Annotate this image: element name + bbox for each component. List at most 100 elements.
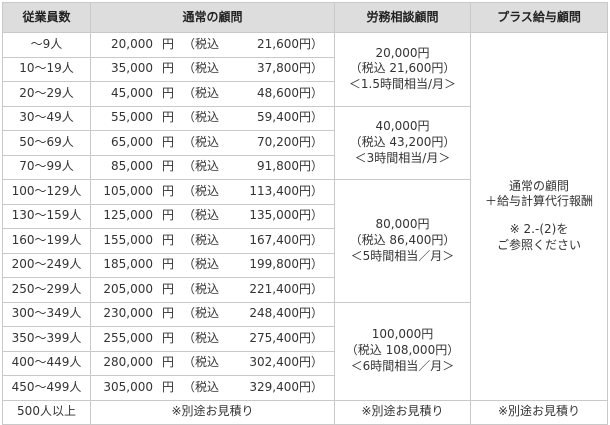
fee-amount: 305,000 xyxy=(103,379,153,394)
employee-range: 450～499人 xyxy=(2,375,91,401)
regular-fee: 55,000 円 （税込 59,400円） xyxy=(90,105,335,131)
tax-yen: 円） xyxy=(299,208,324,223)
tax-yen: 円） xyxy=(299,379,324,394)
fee-yen: 円 xyxy=(161,330,174,345)
tax-label: （税込 xyxy=(183,61,220,76)
fee-amount: 55,000 xyxy=(111,110,153,125)
tax-yen: 円） xyxy=(299,110,324,125)
tax-amount: 113,400 xyxy=(249,183,299,198)
tax-label: （税込 xyxy=(183,379,220,394)
plus-gap xyxy=(471,210,607,222)
tax-amount: 70,200 xyxy=(257,134,299,149)
regular-fee: 205,000 円 （税込 221,400円） xyxy=(90,277,335,303)
regular-estimate: ※別途お見積り xyxy=(90,399,335,425)
regular-fee: 255,000 円 （税込 275,400円） xyxy=(90,326,335,352)
fee-yen: 円 xyxy=(161,110,174,125)
tax-amount: 275,400 xyxy=(249,330,299,345)
tax-label: （税込 xyxy=(183,257,220,272)
header-labor: 労務相談顧問 xyxy=(334,2,471,33)
fee-yen: 円 xyxy=(161,61,174,76)
tax-label: （税込 xyxy=(183,110,220,125)
table-row: ～9人 20,000 円（税込 21,600円） 20,000円 （税込 21,60… xyxy=(2,32,608,401)
tax-amount: 221,400 xyxy=(249,281,299,296)
fee-yen: 円 xyxy=(161,379,174,394)
fee-amount: 85,000 xyxy=(111,159,153,174)
tax-yen: 円） xyxy=(299,183,324,198)
labor-tax: （税込 21,600円） xyxy=(349,61,456,76)
fee-yen: 円 xyxy=(161,306,174,321)
fee-amount: 105,000 xyxy=(103,183,153,198)
fee-yen: 円 xyxy=(161,257,174,272)
fee-amount: 125,000 xyxy=(103,208,153,223)
regular-fee: 65,000 円 （税込 70,200円） xyxy=(90,130,335,156)
fee-amount: 205,000 xyxy=(103,281,153,296)
plus-line1: 通常の顧問 xyxy=(508,178,569,193)
fee-yen: 円 xyxy=(161,134,174,149)
tax-label: （税込 xyxy=(183,134,220,149)
table-row: 400～449人 280,000 円 （税込 302,400円） xyxy=(2,350,608,376)
header-row: 従業員数 通常の顧問 労務相談顧問 プラス給与顧問 xyxy=(2,2,608,33)
labor-price: 80,000円 xyxy=(375,217,430,231)
regular-fee: 125,000 円 （税込 135,000円） xyxy=(90,203,335,229)
table-row: 10～19人 35,000 円 （税込 37,800円） xyxy=(2,56,608,82)
employee-range: 130～159人 xyxy=(2,203,91,229)
plus-note1: ※ 2.-(2)を xyxy=(509,222,569,237)
regular-fee: 185,000 円 （税込 199,800円） xyxy=(90,252,335,278)
labor-tax: （税込 86,400円） xyxy=(349,232,456,247)
regular-fee: 35,000 円 （税込 37,800円） xyxy=(90,56,335,82)
fee-amount: 280,000 xyxy=(103,355,153,370)
fee-yen: 円 xyxy=(161,85,174,100)
tax-label: （税込 xyxy=(183,183,220,198)
plus-fee-cell: 通常の顧問 ＋給与計算代行報酬 ※ 2.-(2)を ご参照ください xyxy=(470,32,608,401)
table-row: 200～249人 185,000 円 （税込 199,800円） xyxy=(2,252,608,278)
table-row: 70～99人 85,000 円 （税込 91,800円） xyxy=(2,154,608,180)
plus-note2: ご参照ください xyxy=(496,238,581,253)
labor-fee-group: 80,000円 （税込 86,400円） ＜5時間相当／月＞ xyxy=(334,179,471,303)
labor-fee-group: 100,000円 （税込 108,000円） ＜6時間相当／月＞ xyxy=(334,301,471,401)
tax-label: （税込 xyxy=(183,85,220,100)
labor-tax: （税込 43,200円） xyxy=(349,134,456,149)
fee-amount: 155,000 xyxy=(103,232,153,247)
labor-price: 20,000円 xyxy=(375,45,430,60)
fee-amount: 255,000 xyxy=(103,330,153,345)
tax-amount: 199,800 xyxy=(249,257,299,272)
employee-range: 20～29人 xyxy=(2,81,91,107)
table-row: 30～49人 55,000 円（税込 59,400円） 40,000円 （税込 43… xyxy=(2,105,608,180)
tax-label: （税込 xyxy=(183,281,220,296)
tax-label: （税込 xyxy=(183,355,220,370)
regular-fee: 45,000 円 （税込 48,600円） xyxy=(90,81,335,107)
plus-line2: ＋給与計算代行報酬 xyxy=(484,194,593,209)
labor-fee-group: 40,000円 （税込 43,200円） ＜3時間相当/月＞ xyxy=(334,105,471,180)
table-row: 20～29人 45,000 円 （税込 48,600円） xyxy=(2,81,608,107)
tax-yen: 円） xyxy=(299,306,324,321)
fee-yen: 円 xyxy=(161,208,174,223)
labor-estimate: ※別途お見積り xyxy=(334,399,471,425)
tax-yen: 円） xyxy=(299,355,324,370)
tax-label: （税込 xyxy=(183,208,220,223)
regular-fee: 230,000 円 （税込 248,400円） xyxy=(90,301,335,327)
fee-amount: 45,000 xyxy=(111,85,153,100)
table-row: 130～159人 125,000 円 （税込 135,000円） xyxy=(2,203,608,229)
employee-range: 10～19人 xyxy=(2,56,91,82)
fee-yen: 円 xyxy=(161,183,174,198)
tax-yen: 円） xyxy=(299,85,324,100)
regular-fee: 85,000 円 （税込 91,800円） xyxy=(90,154,335,180)
regular-fee: 305,000 円 （税込 329,400円） xyxy=(90,375,335,401)
fee-amount: 230,000 xyxy=(103,306,153,321)
employee-range: 100～129人 xyxy=(2,179,91,205)
fee-yen: 円 xyxy=(161,355,174,370)
tax-label: （税込 xyxy=(183,232,220,247)
tax-amount: 302,400 xyxy=(249,355,299,370)
employee-range: 30～49人 xyxy=(2,105,91,131)
fee-amount: 20,000 xyxy=(111,36,153,51)
employee-range: 160～199人 xyxy=(2,228,91,254)
header-plus: プラス給与顧問 xyxy=(470,2,608,33)
tax-yen: 円） xyxy=(299,257,324,272)
regular-fee: 105,000 円 （税込 113,400円） xyxy=(90,179,335,205)
fee-yen: 円 xyxy=(161,159,174,174)
tax-yen: 円） xyxy=(299,159,324,174)
fee-amount: 35,000 xyxy=(111,61,153,76)
tax-amount: 37,800 xyxy=(257,61,299,76)
